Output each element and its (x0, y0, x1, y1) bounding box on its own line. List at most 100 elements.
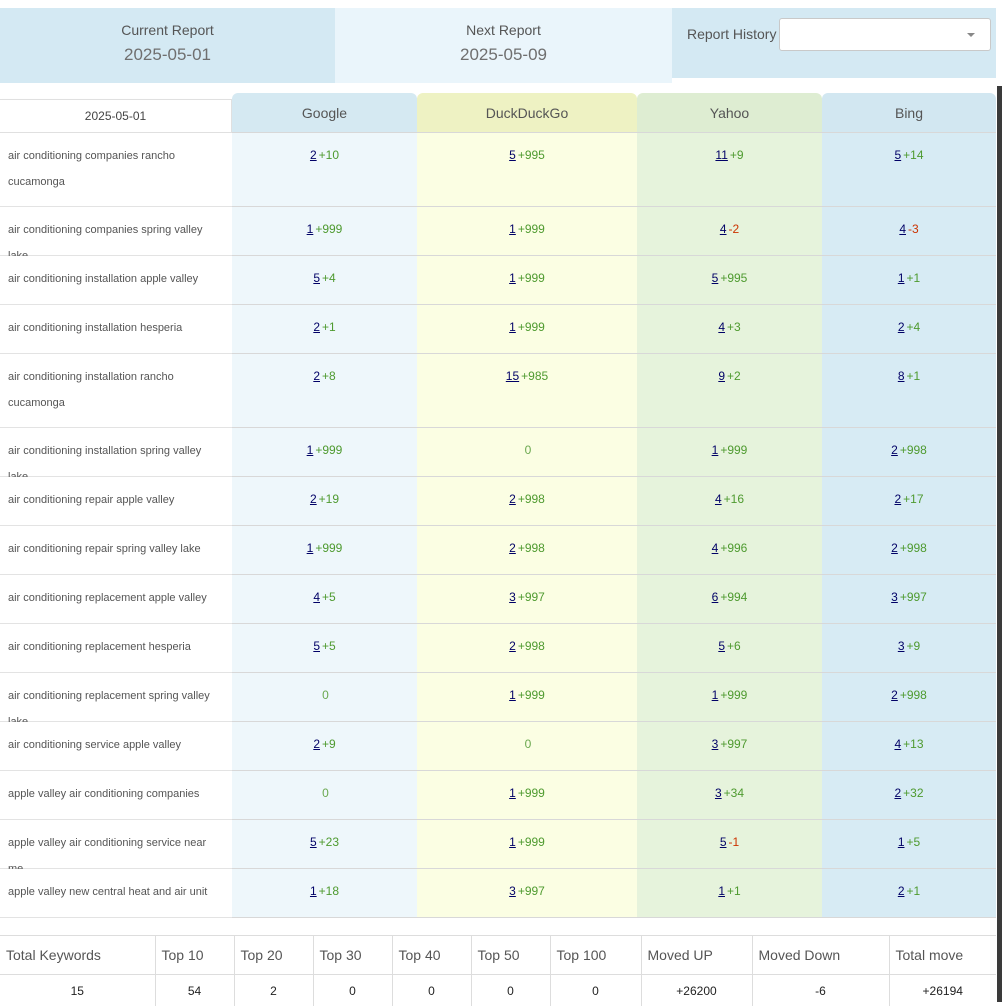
rank-position-link[interactable]: 2 (894, 786, 901, 800)
rank-position-link[interactable]: 1 (509, 271, 516, 285)
rank-position-link[interactable]: 1 (307, 222, 314, 236)
rank-position-link[interactable]: 5 (894, 148, 901, 162)
rank-cell-yahoo: 1+999 (637, 428, 822, 477)
rank-cell-google: 5+5 (232, 624, 417, 673)
rank-change: 0 (525, 443, 532, 457)
rank-change: +995 (518, 148, 545, 162)
keyword-cell: apple valley air conditioning service ne… (0, 820, 232, 869)
rank-position-link[interactable]: 1 (509, 320, 516, 334)
report-history-select[interactable] (779, 18, 991, 51)
rank-change: +997 (900, 590, 927, 604)
rank-cell-google: 2+8 (232, 354, 417, 428)
rank-change: +5 (322, 590, 336, 604)
rank-position-link[interactable]: 1 (307, 541, 314, 555)
rank-position-link[interactable]: 1 (898, 835, 905, 849)
rank-position-link[interactable]: 4 (720, 222, 727, 236)
rank-cell-yahoo: 1+999 (637, 673, 822, 722)
rank-position-link[interactable]: 1 (898, 271, 905, 285)
rank-position-link[interactable]: 2 (894, 492, 901, 506)
rank-change: +6 (727, 639, 741, 653)
rank-position-link[interactable]: 2 (310, 148, 317, 162)
keyword-cell: air conditioning companies rancho cucamo… (0, 133, 232, 207)
rank-position-link[interactable]: 1 (310, 884, 317, 898)
rank-position-link[interactable]: 4 (313, 590, 320, 604)
rank-cell-bing: 2+17 (822, 477, 996, 526)
totals-header-top-40: Top 40 (392, 936, 471, 975)
rank-change: +998 (518, 639, 545, 653)
rank-change: +997 (720, 737, 747, 751)
rank-position-link[interactable]: 4 (712, 541, 719, 555)
rank-change: +998 (518, 541, 545, 555)
rank-cell-bing: 2+998 (822, 673, 996, 722)
totals-header-top-20: Top 20 (234, 936, 313, 975)
rank-position-link[interactable]: 2 (310, 492, 317, 506)
rank-cell-yahoo: 4+16 (637, 477, 822, 526)
rank-position-link[interactable]: 1 (712, 688, 719, 702)
rank-position-link[interactable]: 1 (509, 835, 516, 849)
vertical-scrollbar[interactable] (997, 86, 1002, 1002)
rank-position-link[interactable]: 3 (715, 786, 722, 800)
rank-change: +985 (521, 369, 548, 383)
rank-position-link[interactable]: 5 (509, 148, 516, 162)
rank-position-link[interactable]: 3 (891, 590, 898, 604)
rank-position-link[interactable]: 4 (894, 737, 901, 751)
rank-position-link[interactable]: 1 (307, 443, 314, 457)
keyword-cell: air conditioning installation hesperia (0, 305, 232, 354)
rank-position-link[interactable]: 1 (509, 222, 516, 236)
rank-change: +999 (315, 222, 342, 236)
rank-position-link[interactable]: 4 (899, 222, 906, 236)
rank-cell-yahoo: 4+3 (637, 305, 822, 354)
rank-position-link[interactable]: 5 (313, 639, 320, 653)
rank-change: +9 (730, 148, 744, 162)
rank-change: +34 (724, 786, 744, 800)
rank-cell-yahoo: 5+995 (637, 256, 822, 305)
rank-change: +13 (903, 737, 923, 751)
rank-position-link[interactable]: 5 (718, 639, 725, 653)
rank-position-link[interactable]: 5 (310, 835, 317, 849)
rank-position-link[interactable]: 2 (891, 541, 898, 555)
rank-position-link[interactable]: 2 (313, 369, 320, 383)
totals-value-row: 15 54 2 0 0 0 0 +26200 -6 +26194 (0, 975, 996, 1006)
rank-position-link[interactable]: 1 (712, 443, 719, 457)
rank-position-link[interactable]: 2 (898, 884, 905, 898)
rank-position-link[interactable]: 9 (718, 369, 725, 383)
rank-position-link[interactable]: 3 (509, 590, 516, 604)
rank-cell-google: 4+5 (232, 575, 417, 624)
rank-cell-duckduckgo: 3+997 (417, 575, 637, 624)
rank-position-link[interactable]: 2 (509, 639, 516, 653)
rank-position-link[interactable]: 1 (509, 786, 516, 800)
rank-position-link[interactable]: 3 (898, 639, 905, 653)
rank-cell-yahoo: 5-1 (637, 820, 822, 869)
rank-position-link[interactable]: 11 (715, 148, 727, 162)
rank-cell-bing: 8+1 (822, 354, 996, 428)
rank-position-link[interactable]: 2 (891, 688, 898, 702)
moved-down-value: -6 (752, 975, 889, 1006)
rank-position-link[interactable]: 8 (898, 369, 905, 383)
rank-change: +999 (518, 835, 545, 849)
rank-cell-duckduckgo: 0 (417, 722, 637, 771)
keyword-cell: air conditioning replacement hesperia (0, 624, 232, 673)
rank-position-link[interactable]: 2 (509, 541, 516, 555)
rank-position-link[interactable]: 4 (715, 492, 722, 506)
rank-position-link[interactable]: 5 (712, 271, 719, 285)
rank-position-link[interactable]: 1 (718, 884, 725, 898)
rank-position-link[interactable]: 6 (712, 590, 719, 604)
rank-position-link[interactable]: 3 (712, 737, 719, 751)
rank-position-link[interactable]: 5 (720, 835, 727, 849)
rank-position-link[interactable]: 2 (898, 320, 905, 334)
rank-position-link[interactable]: 4 (718, 320, 725, 334)
rank-cell-bing: 1+1 (822, 256, 996, 305)
rank-position-link[interactable]: 2 (509, 492, 516, 506)
rank-position-link[interactable]: 2 (313, 320, 320, 334)
chevron-down-icon[interactable] (967, 33, 975, 37)
rank-position-link[interactable]: 15 (506, 369, 519, 383)
rank-change: +23 (319, 835, 339, 849)
rank-position-link[interactable]: 2 (313, 737, 320, 751)
totals-header-moved-up: Moved UP (641, 936, 752, 975)
rank-position-link[interactable]: 3 (509, 884, 516, 898)
rank-position-link[interactable]: 2 (891, 443, 898, 457)
rank-position-link[interactable]: 1 (509, 688, 516, 702)
engine-header-duckduckgo: DuckDuckGo (417, 93, 637, 133)
rank-change: +996 (720, 541, 747, 555)
rank-position-link[interactable]: 5 (313, 271, 320, 285)
